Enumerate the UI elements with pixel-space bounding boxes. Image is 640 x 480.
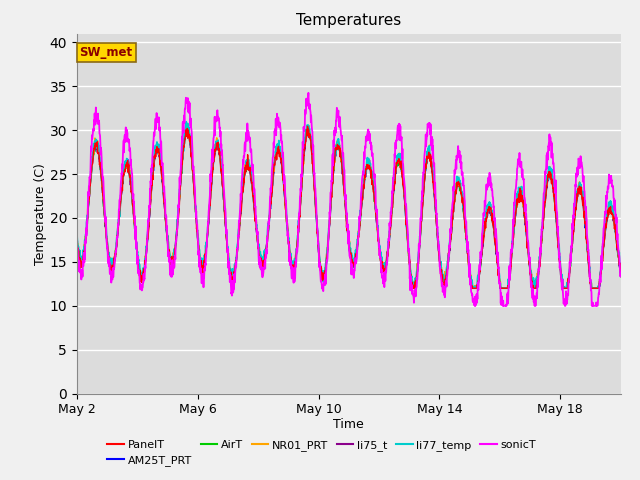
sonicT: [104, 259, 112, 264]
AirT: [298, 188, 305, 194]
Line: AM25T_PRT: AM25T_PRT: [77, 128, 621, 288]
li75_t: [73, 235, 81, 241]
sonicT: [295, 215, 303, 221]
AirT: [73, 233, 81, 239]
AM25T_PRT: [617, 273, 625, 279]
AirT: [295, 224, 303, 230]
Title: Temperatures: Temperatures: [296, 13, 401, 28]
li77_temp: [295, 217, 303, 223]
Line: AirT: AirT: [77, 129, 621, 288]
sonicT: [305, 90, 312, 96]
Y-axis label: Temperature (C): Temperature (C): [34, 163, 47, 264]
Line: li77_temp: li77_temp: [77, 121, 621, 288]
X-axis label: Time: Time: [333, 418, 364, 431]
NR01_PRT: [298, 179, 306, 185]
NR01_PRT: [468, 285, 476, 291]
PanelT: [295, 225, 303, 230]
li77_temp: [468, 285, 476, 291]
AirT: [189, 173, 196, 179]
PanelT: [276, 150, 284, 156]
AirT: [617, 274, 625, 279]
Line: sonicT: sonicT: [77, 93, 621, 306]
sonicT: [189, 166, 196, 172]
Line: NR01_PRT: NR01_PRT: [77, 123, 621, 288]
AM25T_PRT: [104, 248, 112, 254]
li77_temp: [276, 150, 284, 156]
AM25T_PRT: [276, 155, 284, 161]
AM25T_PRT: [295, 220, 303, 226]
NR01_PRT: [295, 216, 303, 221]
li75_t: [409, 285, 417, 291]
PanelT: [445, 252, 452, 258]
AM25T_PRT: [409, 285, 417, 291]
li75_t: [445, 256, 452, 262]
li75_t: [298, 183, 306, 189]
sonicT: [298, 174, 305, 180]
li77_temp: [104, 246, 112, 252]
li77_temp: [73, 232, 81, 238]
AirT: [408, 285, 416, 291]
NR01_PRT: [189, 171, 197, 177]
NR01_PRT: [445, 256, 452, 262]
li77_temp: [189, 172, 197, 178]
AM25T_PRT: [298, 180, 306, 186]
AM25T_PRT: [445, 255, 452, 261]
li77_temp: [182, 119, 190, 124]
AirT: [104, 248, 112, 253]
NR01_PRT: [617, 271, 625, 276]
sonicT: [73, 229, 81, 235]
AirT: [276, 146, 284, 152]
PanelT: [104, 247, 112, 253]
PanelT: [410, 285, 417, 291]
sonicT: [471, 303, 479, 309]
AM25T_PRT: [189, 174, 197, 180]
AirT: [304, 126, 312, 132]
PanelT: [189, 169, 196, 175]
Text: SW_met: SW_met: [79, 46, 132, 59]
li77_temp: [445, 256, 452, 262]
AM25T_PRT: [184, 125, 191, 131]
li77_temp: [298, 177, 306, 182]
PanelT: [304, 123, 312, 129]
PanelT: [617, 268, 625, 274]
NR01_PRT: [73, 233, 81, 239]
li77_temp: [617, 269, 625, 275]
NR01_PRT: [276, 154, 284, 159]
li75_t: [276, 153, 284, 159]
Line: li75_t: li75_t: [77, 126, 621, 288]
li75_t: [295, 221, 303, 227]
li75_t: [104, 248, 112, 253]
NR01_PRT: [104, 247, 112, 252]
li75_t: [617, 274, 625, 279]
Line: PanelT: PanelT: [77, 126, 621, 288]
sonicT: [445, 256, 452, 262]
sonicT: [276, 124, 284, 130]
PanelT: [298, 187, 305, 192]
li75_t: [189, 174, 197, 180]
PanelT: [73, 231, 81, 237]
li75_t: [183, 123, 191, 129]
Legend: PanelT, AM25T_PRT, AirT, NR01_PRT, li75_t, li77_temp, sonicT: PanelT, AM25T_PRT, AirT, NR01_PRT, li75_…: [103, 435, 540, 470]
sonicT: [617, 272, 625, 277]
NR01_PRT: [183, 120, 191, 126]
AM25T_PRT: [73, 237, 81, 242]
AirT: [445, 255, 452, 261]
